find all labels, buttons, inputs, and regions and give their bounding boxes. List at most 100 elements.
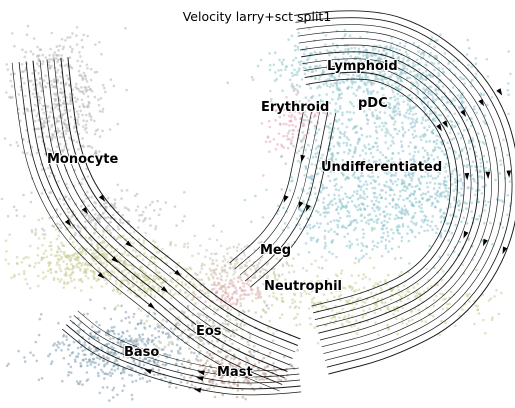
cell-point (238, 314, 241, 317)
cell-point (177, 350, 180, 353)
cell-point (128, 340, 131, 343)
cell-point (421, 52, 424, 55)
cell-point (431, 228, 434, 231)
cell-point (50, 245, 53, 248)
cell-point (243, 254, 246, 257)
cell-point (411, 97, 414, 100)
cell-point (40, 259, 43, 262)
cell-point (373, 285, 376, 288)
cell-point (144, 232, 147, 235)
cell-point (53, 56, 56, 59)
cell-point (49, 111, 52, 114)
cell-point (24, 95, 27, 98)
cell-point (206, 359, 209, 362)
cell-point (219, 351, 222, 354)
cell-point (124, 206, 127, 209)
cell-point (114, 202, 117, 205)
cell-point (446, 142, 449, 145)
cell-point (374, 48, 377, 51)
cell-point (78, 324, 81, 327)
cell-point (91, 146, 94, 149)
cell-point (453, 125, 456, 128)
cell-point (379, 194, 382, 197)
cell-point (60, 250, 63, 253)
cell-point (81, 46, 84, 49)
cell-point (90, 239, 93, 242)
cell-point (154, 228, 157, 231)
cell-point (324, 215, 327, 218)
cell-point (443, 212, 446, 215)
cell-point (183, 191, 186, 194)
cell-point (329, 112, 332, 115)
cell-point (175, 224, 178, 227)
cell-point (48, 120, 51, 123)
cell-point (143, 322, 146, 325)
cell-point (138, 254, 141, 257)
cell-point (128, 335, 131, 338)
cell-point (483, 143, 486, 146)
cell-point (387, 274, 390, 277)
cell-point (43, 252, 46, 255)
cell-point (223, 255, 226, 258)
cell-point (87, 95, 90, 98)
cell-point (18, 93, 21, 96)
cell-point (4, 137, 7, 140)
cell-point (211, 340, 214, 343)
cell-point (181, 281, 184, 284)
cell-point (165, 201, 168, 204)
cell-point (466, 222, 469, 225)
cell-point (297, 160, 300, 163)
cell-point (372, 90, 375, 93)
cell-point (17, 144, 20, 147)
cell-point (453, 196, 456, 199)
cell-point (58, 280, 61, 283)
cell-point (379, 281, 382, 284)
cell-point (431, 220, 434, 223)
cell-point (170, 297, 173, 300)
cell-point (301, 131, 304, 134)
cell-point (43, 79, 46, 82)
cell-point (55, 349, 58, 352)
cell-point (306, 192, 309, 195)
cell-point (284, 222, 287, 225)
cell-point (141, 214, 144, 217)
cell-point (365, 180, 368, 183)
cell-point (24, 56, 27, 59)
cell-point (362, 255, 365, 258)
cell-point (216, 239, 219, 242)
cell-point (212, 259, 215, 262)
cell-point (52, 54, 55, 57)
cell-point (428, 125, 431, 128)
cell-point (195, 273, 198, 276)
cell-point (487, 201, 490, 204)
cell-point (86, 264, 89, 267)
cell-point (216, 277, 219, 280)
cell-point (184, 329, 187, 332)
cell-point (219, 272, 222, 275)
cell-point (390, 37, 393, 40)
cell-point (113, 332, 116, 335)
cell-point (63, 343, 66, 346)
cell-point (60, 242, 63, 245)
cell-point (207, 369, 210, 372)
cell-point (301, 78, 304, 81)
cell-point (86, 191, 89, 194)
cell-point (435, 143, 438, 146)
cell-point (82, 119, 85, 122)
cell-point (449, 206, 452, 209)
cell-point (90, 68, 93, 71)
cell-point (61, 38, 64, 41)
cell-point (365, 114, 368, 117)
cell-point (460, 137, 463, 140)
cell-point (86, 64, 89, 67)
cell-point (213, 375, 216, 378)
cell-point (186, 268, 189, 271)
cell-point (394, 120, 397, 123)
cell-point (134, 327, 137, 330)
cell-point (374, 122, 377, 125)
cell-point (114, 353, 117, 356)
cell-point (391, 248, 394, 251)
cell-point (457, 94, 460, 97)
cell-point (43, 237, 46, 240)
cell-point (141, 340, 144, 343)
